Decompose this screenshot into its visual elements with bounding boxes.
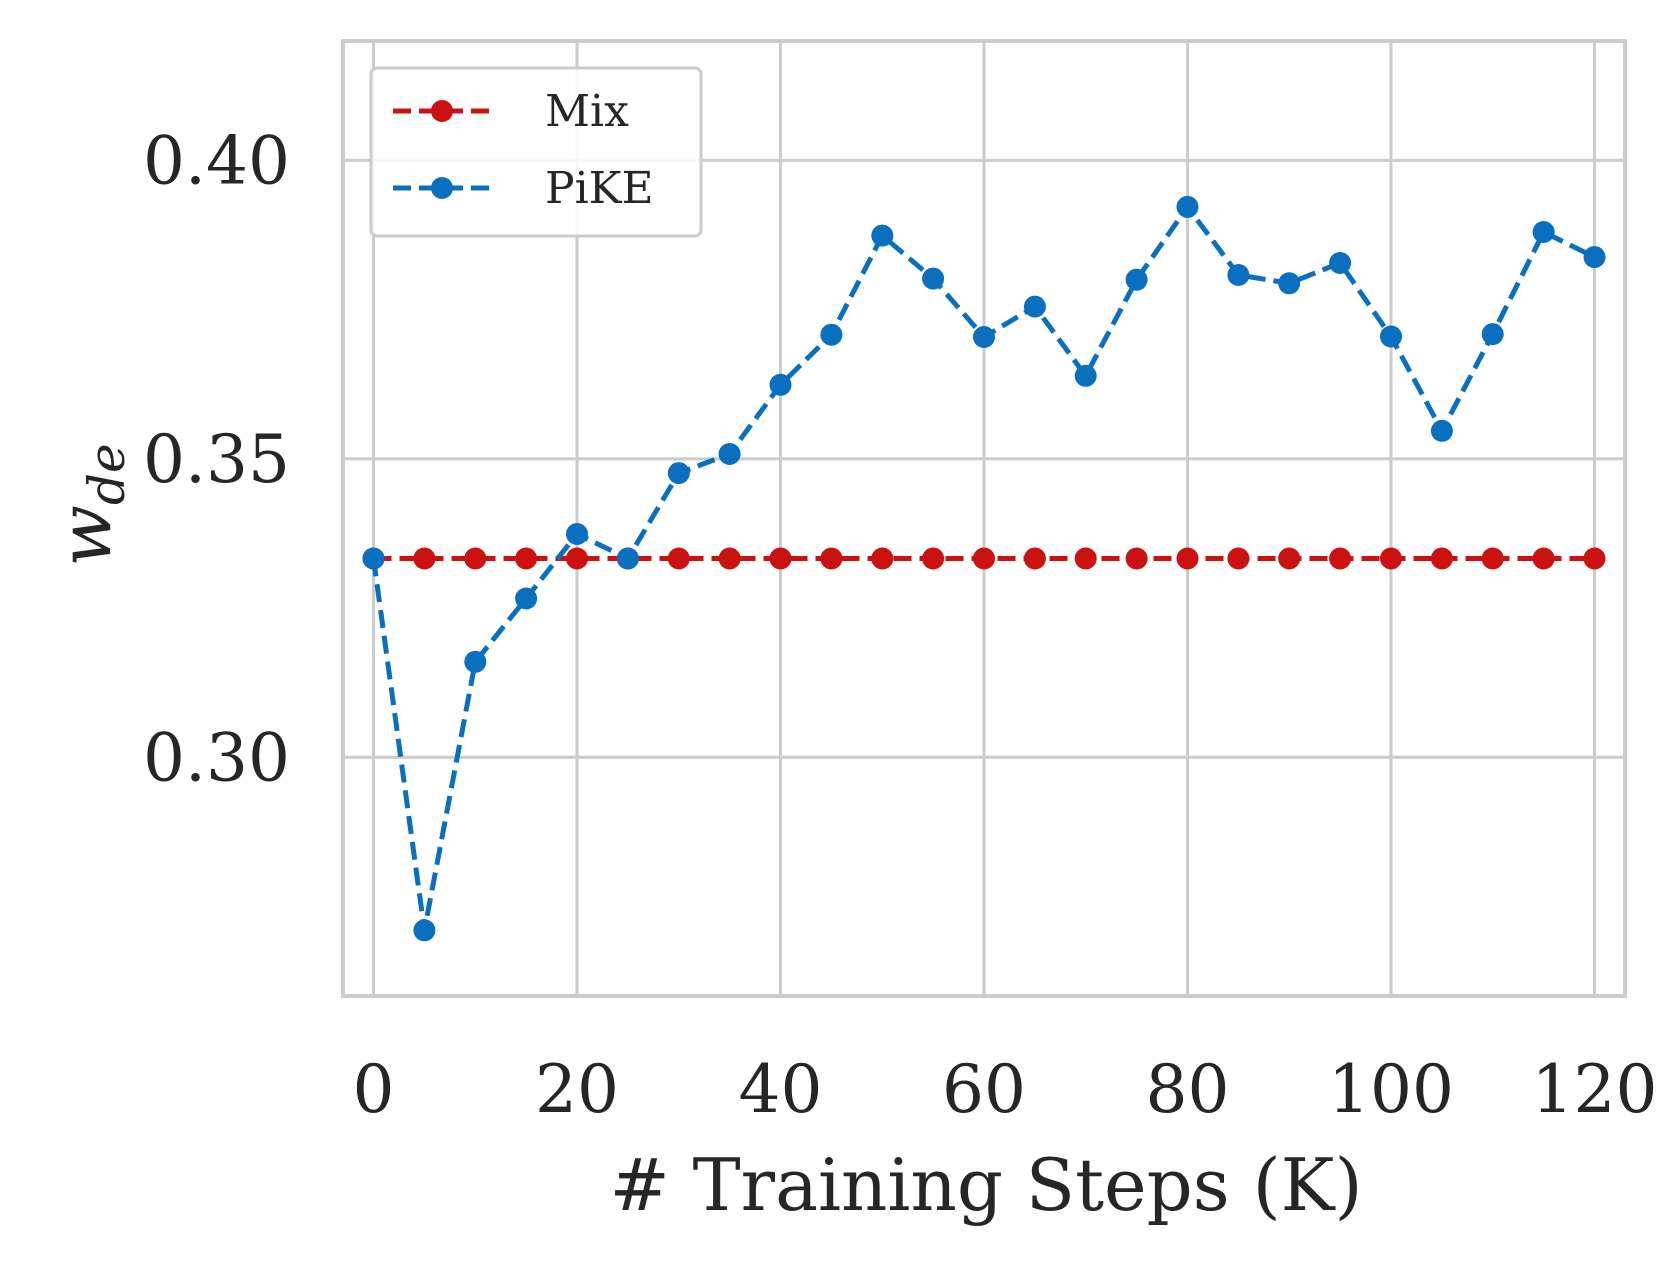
legend-item-pike: PiKE <box>393 163 654 214</box>
series-pike-point <box>1583 246 1606 269</box>
series-pike-point <box>820 323 843 346</box>
series-pike-point <box>1430 419 1453 442</box>
legend-item-mix: Mix <box>393 86 629 137</box>
series-pike-point <box>718 443 741 465</box>
series-pike-point <box>566 523 588 545</box>
series-pike <box>362 195 1606 942</box>
series-pike-point <box>1481 323 1504 346</box>
x-tick-label: 0 <box>353 1051 395 1128</box>
series-mix-point <box>1176 547 1199 570</box>
series-mix-point <box>1227 547 1250 570</box>
series-pike-point <box>1227 264 1250 286</box>
series-mix-point <box>820 547 843 570</box>
series-mix-point <box>1074 547 1097 570</box>
series-mix-point <box>1532 547 1555 570</box>
series-mix-point <box>1430 547 1453 570</box>
x-tick-label: 100 <box>1328 1051 1454 1128</box>
y-tick-label: 0.40 <box>143 122 290 199</box>
legend: Mix PiKE <box>369 66 703 238</box>
series-pike-point <box>362 547 385 570</box>
legend-mix-label: Mix <box>545 86 629 137</box>
series-pike-point <box>464 650 487 673</box>
tick-labels: 0 20 40 60 80 100 120 0.30 0.35 0.40 <box>143 122 1657 1128</box>
x-axis-label: # Training Steps (K) <box>609 1143 1362 1227</box>
x-tick-label: 80 <box>1145 1051 1229 1128</box>
series-mix-point <box>718 547 741 570</box>
series-pike-point <box>667 462 690 485</box>
series-group <box>362 195 1606 942</box>
x-tick-label: 20 <box>535 1051 619 1128</box>
series-mix-point <box>973 547 995 570</box>
series-pike-point <box>1023 295 1046 318</box>
y-tick-label: 0.30 <box>143 719 290 796</box>
series-mix-point <box>667 547 690 570</box>
series-pike-point <box>871 224 894 247</box>
series-mix-point <box>1481 547 1504 570</box>
series-mix-point <box>413 547 436 570</box>
x-tick-label: 40 <box>739 1051 823 1128</box>
series-mix-point <box>1023 547 1046 570</box>
y-axis-label-subscript: de <box>78 443 136 505</box>
series-mix-point <box>871 547 894 570</box>
series-pike-point <box>515 587 538 610</box>
series-mix-point <box>464 547 487 570</box>
series-mix-point <box>1278 547 1301 570</box>
series-pike-point <box>1176 195 1199 218</box>
x-tick-label: 120 <box>1531 1051 1657 1128</box>
series-mix-point <box>1380 547 1402 570</box>
series-pike-point <box>616 547 639 570</box>
series-pike-point <box>769 373 792 396</box>
series-pike-point <box>973 326 995 348</box>
legend-pike-marker <box>431 177 453 199</box>
series-mix-point <box>1329 547 1352 570</box>
grid-lines <box>343 41 1625 996</box>
y-axis-label: wde <box>43 443 136 566</box>
series-pike-point <box>1380 325 1402 348</box>
series-mix-point <box>769 547 792 570</box>
legend-mix-marker <box>431 100 453 122</box>
series-pike-point <box>1278 272 1301 295</box>
series-mix-point <box>1583 547 1606 570</box>
series-pike-point <box>922 267 945 290</box>
series-pike-point <box>1074 364 1097 387</box>
y-tick-label: 0.35 <box>143 421 290 498</box>
series-mix-point <box>515 547 538 570</box>
plot-area-frame <box>341 39 1627 998</box>
series-mix-point <box>566 547 588 570</box>
series-mix-point <box>1125 547 1148 570</box>
series-mix-point <box>922 547 945 570</box>
series-pike-point <box>1125 268 1148 291</box>
series-pike-point <box>413 919 436 942</box>
x-tick-label: 60 <box>942 1051 1026 1128</box>
series-pike-point <box>1329 252 1352 274</box>
legend-pike-label: PiKE <box>545 163 654 214</box>
y-axis-label-base: w <box>43 505 127 567</box>
series-pike-point <box>1532 221 1555 243</box>
